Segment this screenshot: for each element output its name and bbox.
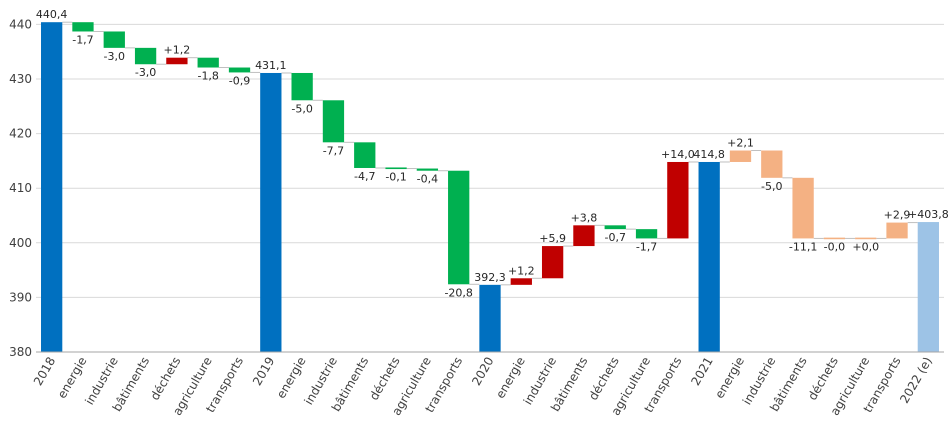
change-bar-1 [72,22,94,32]
total-bar-0 [41,22,63,352]
data-label: +403,8 [908,208,949,221]
data-label: +2,1 [727,137,754,150]
data-label: +14,0 [661,148,695,161]
change-bar-17 [573,225,595,247]
change-bar-5 [197,57,219,68]
data-label: -3,0 [104,50,125,63]
data-label: +3,8 [571,211,598,224]
bars [41,22,939,352]
change-bar-2 [103,31,125,48]
change-bar-19 [635,229,658,239]
total-bar-7 [260,72,282,352]
data-label: -11,1 [789,240,817,253]
data-label: 431,1 [255,59,287,72]
data-labels: 440,4 -1,7 -3,0 -3,0 +1,2 -1,8 -0,9 431,1 -5,0 -7… [36,8,949,299]
x-axis-category-labels: 2018energieindustriebâtimentsdéchetsagri… [31,355,935,418]
change-bar-9 [322,100,345,143]
y-tick-label: 420 [9,127,32,141]
change-bar-11 [385,167,407,170]
data-label: 414,8 [693,148,725,161]
data-label: 392,3 [474,271,506,284]
x-category-label: energie [55,355,90,401]
change-bar-4 [166,57,188,65]
data-label: 440,4 [36,8,68,21]
y-axis-tick-labels: 380 390 400 410 420 430 440 [9,17,32,359]
data-label: -0,7 [605,231,626,244]
data-label: -0,4 [417,173,438,186]
data-label: +1,2 [164,44,191,57]
data-label: +5,9 [539,232,566,245]
x-category-label: 2018 [31,355,58,388]
gridlines [36,23,944,353]
connector-lines [62,21,918,286]
data-label: +1,2 [508,264,535,277]
data-label: -5,0 [761,180,782,193]
y-tick-label: 440 [9,17,32,31]
data-label: -0,0 [824,240,845,253]
change-bar-24 [792,177,814,239]
x-category-label: energie [712,355,747,401]
change-bar-6 [228,67,251,73]
change-bar-3 [134,47,157,65]
change-bar-23 [761,150,783,178]
change-bar-27 [886,222,908,239]
x-category-label: energie [274,355,309,401]
data-label: +2,9 [884,209,911,222]
y-tick-label: 430 [9,72,32,86]
y-tick-label: 400 [9,236,32,250]
data-label: -20,8 [444,286,472,299]
change-bar-10 [354,142,376,168]
change-bar-20 [667,161,689,239]
y-tick-label: 380 [9,345,32,359]
x-category-label: 2019 [250,355,277,388]
data-label: -1,7 [72,33,93,46]
data-label: +0,0 [852,240,879,253]
change-bar-8 [291,72,313,101]
change-bar-13 [448,170,470,285]
data-label: -4,7 [354,170,375,183]
y-tick-label: 390 [9,290,32,304]
change-bar-25 [823,237,846,240]
change-bar-18 [604,225,626,230]
change-bar-16 [541,246,564,279]
data-label: -0,9 [229,74,250,87]
change-bar-26 [855,237,877,240]
y-tick-label: 410 [9,181,32,195]
x-category-label: energie [493,355,528,401]
data-label: -3,0 [135,66,156,79]
data-label: -1,8 [197,70,218,83]
x-category-label: 2020 [469,355,496,388]
data-label: -7,7 [323,144,344,157]
change-bar-15 [510,278,532,285]
x-category-label: 2021 [688,355,715,388]
data-label: -1,7 [636,240,657,253]
total-bar-28 [917,222,939,352]
data-label: -0,1 [385,171,406,184]
total-bar-14 [479,284,501,352]
data-label: -5,0 [291,102,312,115]
total-bar-21 [698,161,720,352]
change-bar-12 [416,168,439,171]
change-bar-22 [729,150,752,162]
